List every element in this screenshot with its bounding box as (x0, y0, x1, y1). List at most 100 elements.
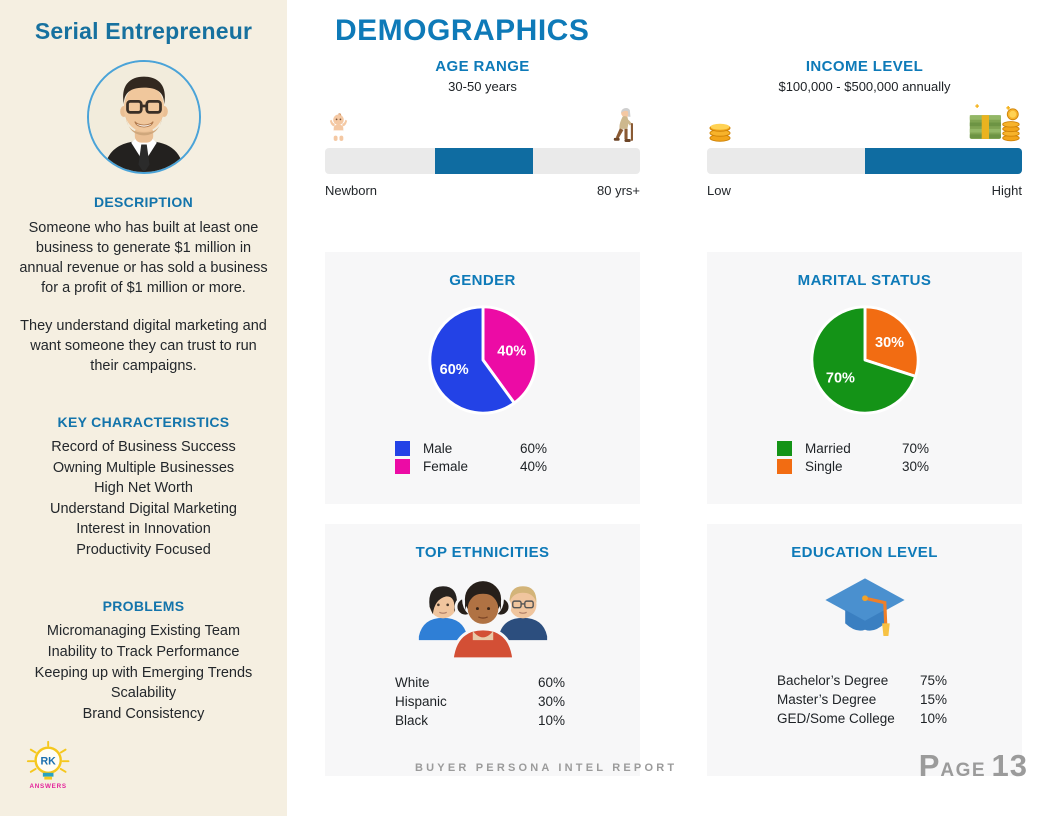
legend-swatch (777, 458, 792, 474)
legend-swatch (395, 440, 410, 456)
legend-swatch (777, 440, 792, 456)
stat-label: GED/Some College (777, 711, 895, 726)
legend-value: 40% (520, 458, 548, 474)
range-fill (864, 148, 1022, 174)
list-item: Owning Multiple Businesses (52, 459, 235, 476)
pie-slice-single (863, 305, 920, 378)
list-item: Record of Business Success (51, 439, 236, 455)
list-item: Keeping up with Emerging Trends (34, 664, 253, 681)
legend-swatch (395, 458, 410, 474)
income-level-heading: INCOME LEVEL (805, 58, 924, 75)
persona-sidebar: Serial Entrepreneur (0, 0, 287, 816)
logo-initials: RK (41, 756, 57, 768)
list-item: Someone who has built at least one busin… (19, 220, 268, 296)
persona-avatar (86, 60, 201, 174)
problems-heading: PROBLEMS (102, 598, 185, 615)
key-characteristics-heading: KEY CHARACTERISTICS (57, 414, 230, 430)
income-min-label: Low (707, 183, 731, 198)
stat-value: 60% (538, 675, 566, 690)
income-level-bar (707, 148, 1022, 174)
list-item: Micromanaging Existing Team (46, 623, 241, 640)
stat-label: Black (395, 713, 429, 728)
legend-label: Married (805, 440, 851, 456)
stat-label: Bachelor’s Degree (777, 673, 889, 688)
page-label-rest: AGE (940, 760, 987, 781)
education-level-card-title: EDUCATION LEVEL (791, 544, 938, 561)
page-number-value: 13 (991, 748, 1028, 783)
stat-value: 10% (538, 713, 566, 728)
pie-slice-label: 40% (497, 343, 526, 359)
top-ethnicities-card-title: TOP ETHNICITIES (415, 544, 550, 561)
marital-status-card-title: MARITAL STATUS (797, 272, 932, 289)
pie-slice-label: 60% (439, 362, 468, 378)
baby-icon (329, 113, 348, 141)
marital-status-card: MARITAL STATUS 30% 70% Married 70% Single 30… (707, 252, 1022, 504)
description-text: Someone who has built at least one busin… (14, 218, 273, 376)
pie-slice-label: 70% (825, 371, 854, 387)
stat-label: Hispanic (395, 694, 447, 709)
age-range-value: 30-50 years (448, 79, 517, 94)
coins-icon (709, 123, 731, 142)
list-item: Scalability (110, 685, 177, 702)
elderly-person-icon (613, 108, 633, 142)
legend-label: Male (423, 440, 453, 456)
man-portrait-illustration (88, 62, 199, 172)
pie-slice-label: 30% (875, 335, 904, 351)
list-item: Interest in Innovation (76, 521, 211, 538)
brand-logo: RK ANSWERS (22, 739, 84, 800)
stat-row: GED/Some College 10% (777, 709, 992, 728)
key-characteristics-list: Record of Business Success Owning Multipl… (14, 437, 273, 560)
education-table: Bachelor’s Degree 75% Master’s Degree 15% GE… (707, 671, 1022, 728)
demographics-main: DEMOGRAPHICS AGE RANGE 30-50 years (287, 0, 1056, 816)
gender-legend: Male 60% Female 40% (325, 439, 640, 475)
legend-item: Married 70% (777, 439, 982, 457)
list-item: Inability to Track Performance (47, 644, 240, 661)
stat-label: White (395, 675, 430, 690)
top-ethnicities-card: TOP ETHNICITIES (325, 524, 640, 776)
legend-label: Single (805, 458, 843, 474)
age-range-heading: AGE RANGE (435, 58, 530, 75)
stat-value: 30% (538, 694, 566, 709)
stat-label: Master’s Degree (777, 692, 877, 707)
pie-slice-female (481, 305, 538, 405)
page-title: DEMOGRAPHICS (335, 14, 590, 47)
age-range-bar (325, 148, 640, 174)
ethnicities-table: White 60% Hispanic 30% Black 10% (325, 673, 640, 730)
stat-value: 10% (920, 711, 948, 726)
graduation-cap-icon (824, 578, 905, 636)
stat-value: 75% (920, 673, 948, 688)
gender-pie-chart: 40% 60% (427, 305, 538, 415)
cash-and-coins-icon (969, 104, 1020, 142)
problems-list: Micromanaging Existing Team Inability to … (14, 621, 273, 724)
gender-card-title: GENDER (449, 272, 516, 289)
three-people-icon (418, 578, 547, 659)
legend-value: 70% (902, 440, 930, 456)
legend-item: Single 30% (777, 457, 982, 475)
list-item: Brand Consistency (82, 705, 205, 722)
stat-row: Black 10% (395, 711, 610, 730)
legend-value: 60% (520, 440, 548, 456)
stat-value: 15% (920, 692, 948, 707)
age-range-max-label: 80 yrs+ (597, 183, 640, 198)
stat-row: White 60% (395, 673, 610, 692)
legend-item: Female 40% (395, 457, 600, 475)
list-item: High Net Worth (94, 480, 193, 497)
stat-row: Master’s Degree 15% (777, 690, 992, 709)
marital-status-legend: Married 70% Single 30% (707, 439, 1022, 475)
stat-row: Bachelor’s Degree 75% (777, 671, 992, 690)
description-heading: DESCRIPTION (94, 194, 193, 210)
age-range-section: AGE RANGE 30-50 years (325, 58, 640, 232)
age-range-min-label: Newborn (325, 183, 378, 198)
page-label-initial: P (918, 748, 941, 783)
education-level-card: EDUCATION LEVEL Bachelor’s Degree 75% Mast… (707, 524, 1022, 776)
page-number: PAGE 13 (919, 748, 1028, 784)
range-fill (435, 148, 533, 174)
logo-word: ANSWERS (29, 783, 66, 790)
persona-title: Serial Entrepreneur (34, 18, 253, 44)
legend-value: 30% (902, 458, 930, 474)
stat-row: Hispanic 30% (395, 692, 610, 711)
list-item: Understand Digital Marketing (50, 500, 237, 517)
legend-item: Male 60% (395, 439, 600, 457)
income-level-value: $100,000 - $500,000 annually (778, 79, 951, 94)
legend-label: Female (423, 458, 469, 474)
